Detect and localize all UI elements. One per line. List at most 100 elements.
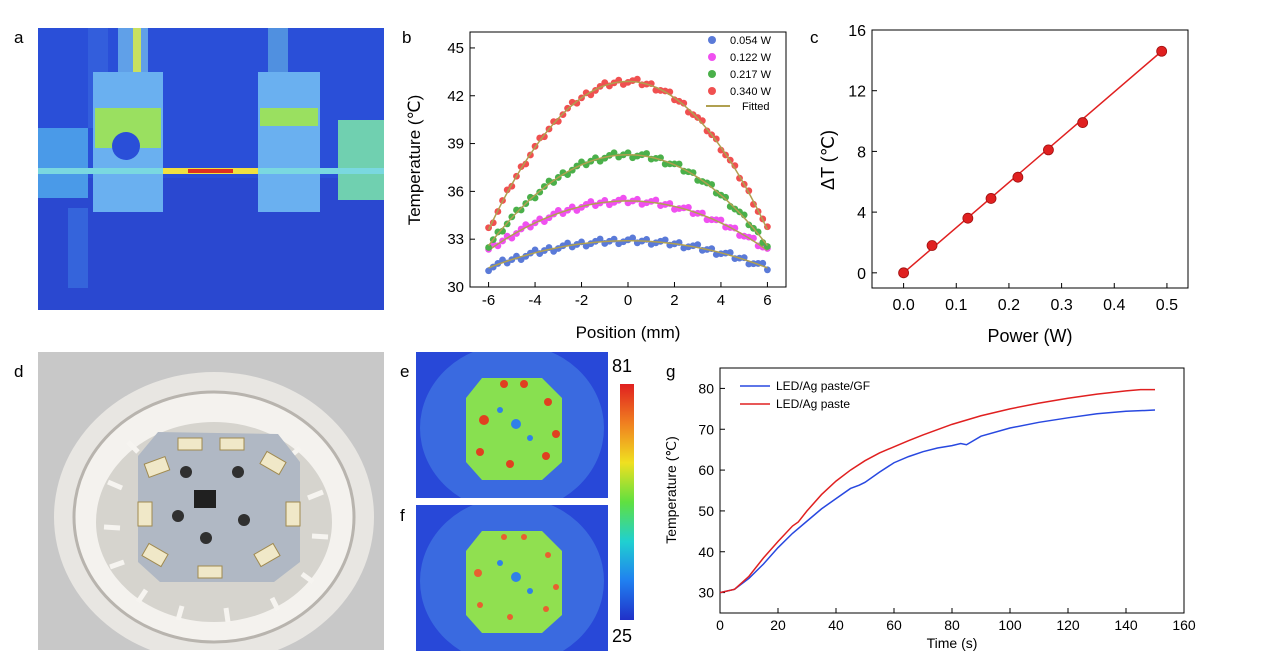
chart-b-point bbox=[629, 234, 637, 242]
chart-g-xtick-label: 20 bbox=[770, 617, 786, 633]
legend-dot-s4 bbox=[708, 87, 716, 95]
chart-c-point bbox=[926, 240, 938, 251]
legend-label-fit: Fitted bbox=[742, 101, 770, 113]
chart-g-xtick-label: 120 bbox=[1056, 617, 1080, 633]
chart-b-point bbox=[633, 75, 641, 83]
chart-b-point bbox=[485, 244, 492, 251]
chart-g-ylabel: Temperature (℃) bbox=[663, 436, 679, 544]
thermal-image-f bbox=[416, 505, 608, 651]
chart-b-fit-line bbox=[487, 80, 769, 230]
chart-c-xtick-label: 0.4 bbox=[1103, 297, 1125, 314]
legend-dot-s2 bbox=[708, 53, 716, 61]
chart-b-point bbox=[712, 135, 720, 143]
chart-b-ytick-label: 45 bbox=[447, 40, 464, 57]
chart-c-xlabel: Power (W) bbox=[988, 326, 1073, 346]
panel-label-e: e bbox=[400, 362, 410, 381]
chart-c-fit-line bbox=[903, 50, 1163, 274]
chart-g-xtick-label: 60 bbox=[886, 617, 902, 633]
chart-b-xtick-label: -4 bbox=[528, 292, 541, 309]
chart-c-xtick-label: 0.2 bbox=[998, 297, 1020, 314]
legend-dot-s3 bbox=[708, 70, 716, 78]
chart-c-point bbox=[1012, 171, 1024, 183]
chart-g-ytick-label: 40 bbox=[698, 544, 714, 560]
chart-c-xtick-label: 0.0 bbox=[892, 297, 914, 314]
chart-b-ytick-label: 39 bbox=[447, 136, 464, 153]
chart-b-ytick-label: 36 bbox=[447, 183, 464, 200]
chart-c-ytick-label: 16 bbox=[848, 23, 866, 40]
chart-b-point bbox=[680, 99, 688, 107]
chart-c: 0.0 0.1 0.2 0.3 0.4 0.5 0 4 8 12 16 Power (W) ΔT (… bbox=[820, 23, 1189, 346]
chart-b-point bbox=[661, 236, 669, 244]
chart-g-xtick-label: 40 bbox=[828, 617, 844, 633]
chart-c-ytick-label: 4 bbox=[857, 205, 866, 222]
colorbar bbox=[620, 384, 634, 620]
legend-label-s1: 0.054 W bbox=[730, 35, 772, 47]
chart-b-point bbox=[550, 179, 558, 186]
chart-b-xtick-label: 6 bbox=[763, 292, 771, 309]
led-bulb-photo bbox=[38, 352, 384, 650]
panel-label-f: f bbox=[400, 506, 405, 525]
chart-b-point bbox=[754, 228, 762, 236]
chart-c-ylabel: ΔT (℃) bbox=[820, 130, 838, 190]
chart-g-xlabel: Time (s) bbox=[927, 635, 978, 651]
thermal-image-a bbox=[38, 28, 384, 310]
chart-g-xtick-label: 80 bbox=[944, 617, 960, 633]
chart-b-point bbox=[540, 133, 548, 141]
chart-b-ytick-label: 33 bbox=[447, 231, 464, 248]
chart-b-point bbox=[703, 127, 711, 135]
chart-g-xtick-label: 100 bbox=[998, 617, 1022, 633]
chart-b-point bbox=[764, 266, 771, 274]
chart-b-point bbox=[573, 99, 581, 107]
chart-c-xtick-label: 0.3 bbox=[1050, 297, 1072, 314]
chart-g-xtick-label: 0 bbox=[716, 617, 724, 633]
chart-c-point bbox=[962, 212, 974, 224]
chart-b-point bbox=[643, 150, 650, 157]
chart-b-fit-line bbox=[488, 240, 768, 269]
chart-b-point bbox=[494, 242, 502, 250]
chart-b-ytick-label: 30 bbox=[447, 279, 464, 296]
chart-c-ytick-label: 12 bbox=[848, 84, 866, 101]
chart-c-point bbox=[898, 267, 909, 279]
chart-b-point bbox=[522, 160, 530, 168]
chart-b-ytick-label: 42 bbox=[447, 88, 464, 105]
chart-b-point bbox=[745, 221, 753, 229]
chart-b-point bbox=[485, 267, 492, 275]
chart-c-point bbox=[1156, 45, 1168, 57]
chart-g-xtick-label: 140 bbox=[1114, 617, 1138, 633]
chart-b-fit-line bbox=[488, 200, 768, 251]
chart-b-xtick-label: 0 bbox=[624, 292, 632, 309]
chart-g-ytick-label: 80 bbox=[698, 380, 714, 396]
chart-b-xtick-label: -2 bbox=[575, 292, 588, 309]
chart-b-point bbox=[610, 149, 618, 157]
chart-g-ytick-label: 70 bbox=[698, 421, 714, 437]
chart-g-series-line bbox=[719, 409, 1156, 594]
panel-label-c: c bbox=[810, 28, 819, 47]
legend-label-g2: LED/Ag paste bbox=[776, 397, 850, 411]
chart-c-frame bbox=[871, 29, 1189, 289]
chart-b-point bbox=[694, 241, 702, 249]
chart-b: -6 -4 -2 0 2 4 6 30 33 36 39 42 45 Position (mm) Tem… bbox=[405, 31, 787, 342]
panel-label-a: a bbox=[14, 28, 24, 47]
chart-b-point bbox=[596, 235, 604, 243]
legend-label-s2: 0.122 W bbox=[730, 52, 772, 64]
chart-b-xtick-label: 4 bbox=[717, 292, 725, 309]
chart-c-point bbox=[1043, 144, 1054, 156]
colorbar-min: 25 bbox=[612, 626, 633, 646]
chart-b-point bbox=[587, 198, 595, 205]
chart-c-ytick-label: 0 bbox=[857, 266, 866, 283]
legend-dot-s1 bbox=[708, 36, 716, 44]
legend-label-s4: 0.340 W bbox=[730, 86, 772, 98]
chart-b-xlabel: Position (mm) bbox=[576, 323, 681, 342]
chart-b-point bbox=[764, 243, 771, 250]
colorbar-max: 81 bbox=[612, 356, 633, 376]
chart-c-point bbox=[1077, 117, 1089, 128]
chart-b-xtick-label: -6 bbox=[482, 292, 495, 309]
panel-label-g: g bbox=[666, 362, 676, 381]
chart-b-point bbox=[619, 194, 627, 202]
legend-label-g1: LED/Ag paste/GF bbox=[776, 379, 870, 393]
chart-b-point bbox=[731, 162, 739, 170]
panel-label-b: b bbox=[402, 28, 412, 47]
chart-b-fit-line bbox=[487, 153, 769, 247]
chart-c-ytick-label: 8 bbox=[857, 144, 866, 161]
chart-b-legend: 0.054 W 0.122 W 0.217 W 0.340 W Fitted bbox=[706, 35, 772, 113]
